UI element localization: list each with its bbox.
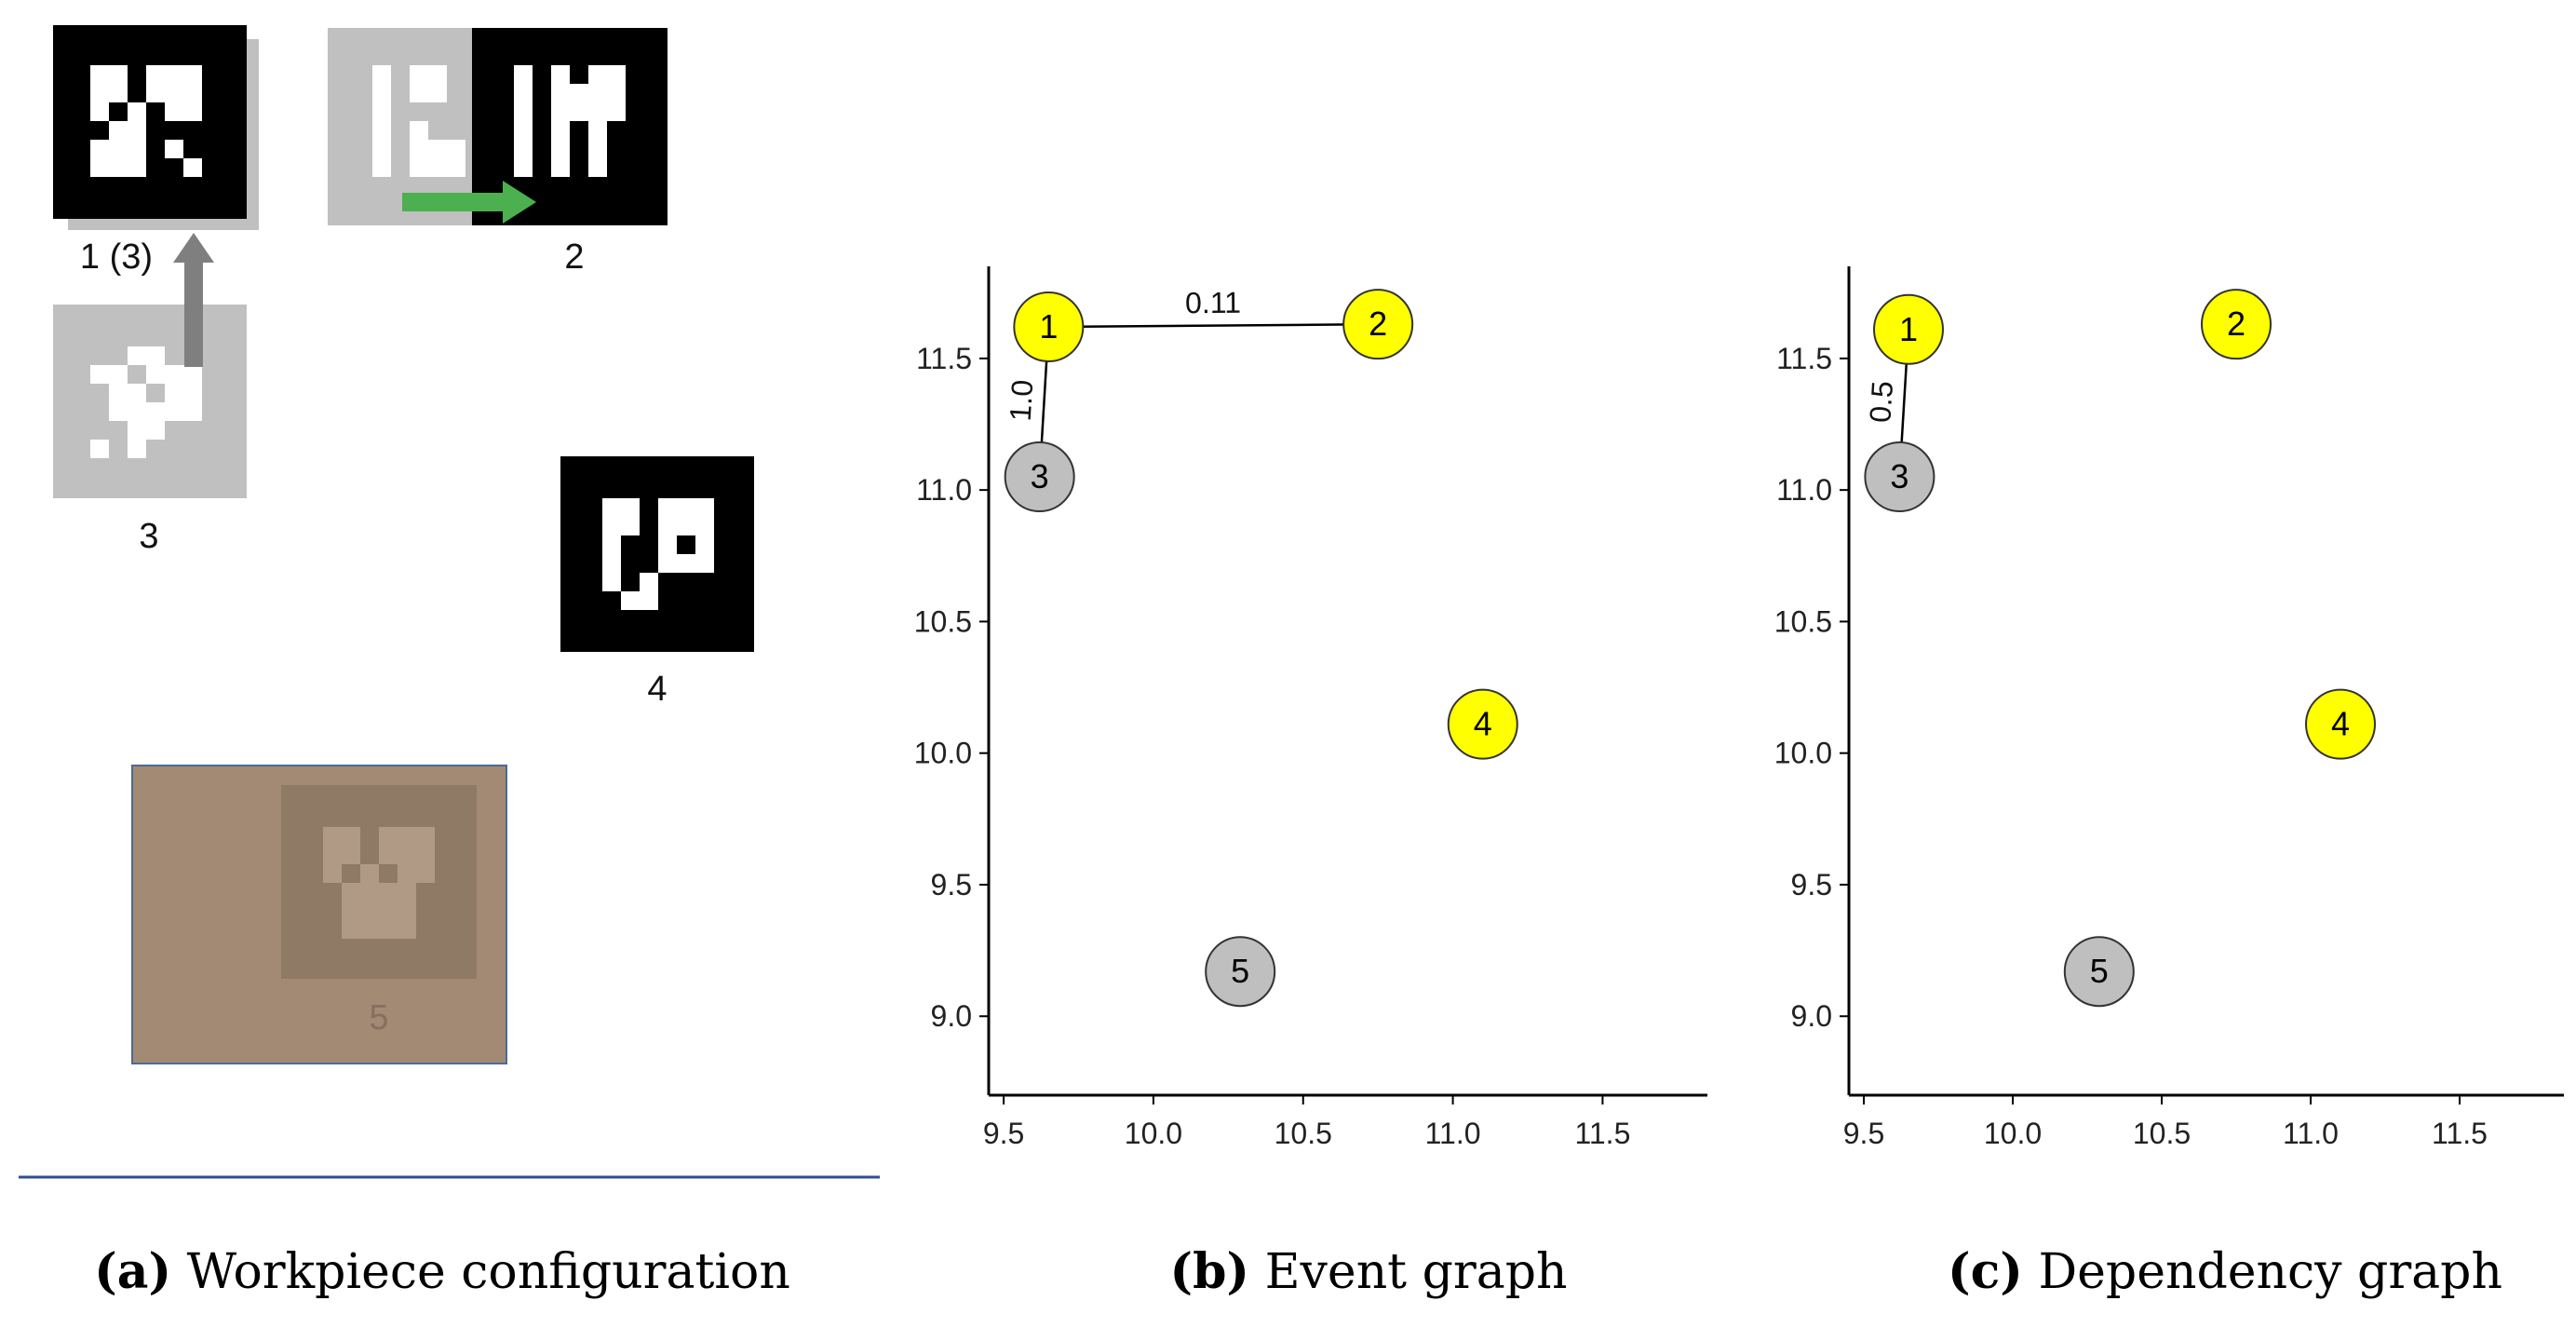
dependency-graph: 9.0 9.5 10.0 10.5 11.0 11.5 9.5 10.0 10.5 11.0 11.…: [1774, 266, 2564, 1150]
event-graph-node-5: [1205, 936, 1276, 1008]
caption-a: (a) Workpiece configuration: [0, 1243, 884, 1300]
dependency-graph-xtick-label: 9.5: [1843, 1117, 1884, 1150]
dependency-graph-ytick-label: 9.5: [1791, 868, 1832, 901]
event-graph-node-2: [1342, 289, 1414, 360]
dependency-graph-node-label-2: 2: [2227, 305, 2246, 343]
event-graph-node-label-5: 5: [1231, 952, 1249, 990]
event-graph-ytick-label: 10.0: [914, 737, 972, 770]
event-graph-ytick-label: 11.0: [916, 473, 972, 507]
dependency-graph-node-1: [1873, 293, 1944, 365]
dependency-graph-node-label-1: 1: [1899, 310, 1918, 348]
marker-5-label: 5: [369, 998, 388, 1037]
marker-4: [560, 456, 754, 652]
marker-1-pattern: [90, 65, 202, 177]
dependency-graph-ytick-label: 11.5: [1776, 342, 1832, 375]
dependency-graph-node-4: [2305, 688, 2376, 760]
caption-b-label: (b): [1169, 1243, 1250, 1300]
marker-4-pattern: [602, 498, 714, 610]
dependency-graph-xtick-label: 10.5: [2133, 1117, 2191, 1150]
event-graph-edge-label-1-2: 0.11: [1185, 286, 1241, 320]
marker-5-pattern: [323, 827, 435, 939]
event-graph-node-1: [1013, 291, 1085, 362]
event-graph-xtick-label: 10.0: [1125, 1117, 1182, 1150]
workpiece-panel: 1 (3) 3: [19, 25, 880, 1179]
marker-1-group: 1 (3): [53, 25, 259, 277]
dependency-graph-node-label-5: 5: [2090, 952, 2109, 990]
event-graph-ytick-label: 9.0: [931, 999, 972, 1033]
marker-1: [53, 25, 247, 219]
marker-3-pattern: [90, 346, 202, 458]
event-graph-xtick-label: 9.5: [983, 1117, 1024, 1150]
event-graph-ytick-label: 11.5: [916, 342, 972, 375]
marker-2-ghost-pattern: [372, 65, 465, 177]
event-graph-node-4: [1447, 688, 1518, 760]
dependency-graph-ytick-label: 11.0: [1776, 473, 1832, 507]
event-graph-ytick-label: 9.5: [931, 868, 972, 901]
marker-3-group: 3: [53, 305, 247, 556]
marker-3: [53, 305, 247, 498]
dependency-graph-xtick-label: 11.5: [2432, 1117, 2488, 1150]
marker-2-label: 2: [564, 237, 584, 277]
dependency-graph-node-label-4: 4: [2331, 705, 2350, 743]
event-graph: 9.09.510.010.511.011.59.5 10.0 10.5 11.0 11.…: [914, 266, 1707, 1150]
event-graph-node-label-2: 2: [1369, 305, 1387, 343]
dependency-graph-node-3: [1864, 441, 1935, 513]
event-graph-edge-label-1-3: 1.0: [1004, 379, 1040, 423]
dependency-graph-xtick-label: 10.0: [1984, 1117, 2042, 1150]
marker-3-label: 3: [139, 517, 158, 556]
caption-a-label: (a): [94, 1243, 172, 1300]
marker-2-pattern: [514, 65, 626, 177]
event-graph-xtick-label: 11.0: [1425, 1117, 1481, 1150]
marker-4-label: 4: [647, 670, 667, 709]
caption-b-text: Event graph: [1264, 1244, 1568, 1300]
move-arrow-right: [402, 181, 536, 224]
dependency-graph-node-label-3: 3: [1890, 457, 1908, 495]
caption-a-text: Workpiece configuration: [186, 1244, 790, 1300]
event-graph-xtick-label: 10.5: [1275, 1117, 1332, 1150]
marker-2-group: 2: [328, 28, 668, 277]
dependency-graph-ytick-label: 10.0: [1774, 737, 1832, 770]
dependency-graph-xtick-label: 11.0: [2283, 1117, 2339, 1150]
event-graph-node-3: [1004, 441, 1075, 513]
event-graph-ytick-label: 10.5: [914, 604, 972, 638]
caption-c-text: Dependency graph: [2038, 1244, 2502, 1300]
event-graph-edge-1-2: [1048, 322, 1379, 329]
caption-c: (c) Dependency graph: [1825, 1243, 2576, 1300]
marker-4-group: 4: [560, 456, 754, 709]
event-graph-xtick-label: 11.5: [1574, 1117, 1630, 1150]
caption-b: (b) Event graph: [973, 1243, 1764, 1300]
caption-c-label: (c): [1948, 1243, 2023, 1300]
event-graph-node-label-1: 1: [1039, 307, 1058, 346]
dependency-graph-edge-label-1-3: 0.5: [1863, 380, 1899, 424]
marker-1-label: 1 (3): [80, 237, 153, 277]
workpiece-5-group: 5: [131, 765, 507, 1064]
dependency-graph-ytick-label: 10.5: [1774, 604, 1832, 638]
event-graph-node-label-3: 3: [1031, 457, 1049, 495]
event-graph-node-label-4: 4: [1474, 705, 1492, 743]
move-arrow-up: [173, 233, 214, 367]
dependency-graph-node-5: [2063, 936, 2135, 1008]
dependency-graph-ytick-label: 9.0: [1791, 999, 1832, 1033]
dependency-graph-node-2: [2201, 289, 2272, 360]
